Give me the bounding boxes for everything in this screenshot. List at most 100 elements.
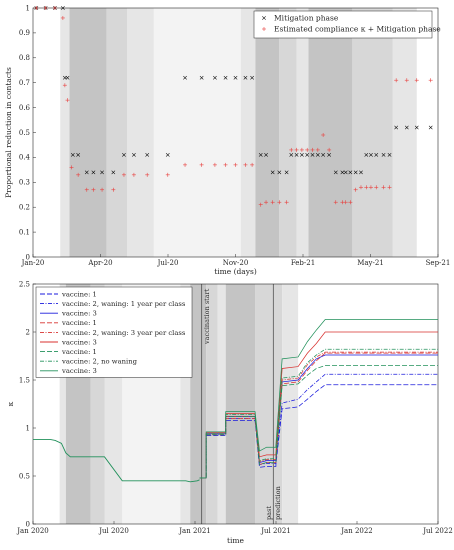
top-point-s0-34 bbox=[321, 153, 326, 157]
top-point-s0-36 bbox=[333, 170, 338, 175]
top-point-s1-6 bbox=[69, 165, 74, 170]
top-point-s1-27 bbox=[284, 200, 289, 205]
top-point-s1-48 bbox=[404, 78, 409, 83]
top-xtick-label-5: May-21 bbox=[357, 259, 384, 267]
top-point-s1-33 bbox=[315, 147, 320, 152]
top-point-s1-36 bbox=[333, 200, 338, 205]
top-point-s1-39 bbox=[348, 200, 353, 205]
top-point-s1-29 bbox=[294, 147, 299, 152]
bottom-xtick-label-4: Jan 2022 bbox=[340, 527, 373, 535]
top-point-s0-14 bbox=[145, 153, 150, 157]
top-ytick-label-5: 0.5 bbox=[19, 129, 30, 137]
past-label: past bbox=[265, 506, 273, 520]
top-point-s0-30 bbox=[299, 153, 304, 157]
bottom-xtick-label-5: Jul 2022 bbox=[422, 527, 453, 535]
top-point-s1-3 bbox=[60, 15, 65, 20]
top-point-s0-24 bbox=[264, 153, 268, 157]
bottom-x-axis: Jan 2020 Jul 2020 Jan 2021 Jul 2021 Jan 2022… bbox=[16, 521, 453, 535]
top-point-s1-13 bbox=[131, 172, 136, 177]
bottom-legend-label-0: vaccine: 1 bbox=[61, 290, 97, 298]
top-legend-box bbox=[253, 10, 433, 39]
top-y-axis-label: Proportional reduction in contacts bbox=[4, 67, 13, 198]
top-x-axis: Jan-20 Apr-20 Jul-20 Nov-20 Feb-21 May-21 Sep-… bbox=[21, 254, 451, 267]
top-point-s0-9 bbox=[91, 170, 96, 175]
top-points bbox=[34, 6, 433, 207]
top-point-s0-29 bbox=[294, 153, 299, 157]
top-shade-band-2 bbox=[106, 8, 128, 257]
top-xtick-label-6: Sep-21 bbox=[426, 259, 451, 267]
top-point-s1-14 bbox=[145, 172, 150, 177]
vaccination-start-label: vaccination start bbox=[203, 288, 211, 345]
top-point-s0-12 bbox=[122, 153, 126, 157]
top-point-s0-10 bbox=[100, 170, 104, 175]
bottom-series-line-7 bbox=[199, 348, 438, 479]
bottom-legend-label-7: vaccine: 2, no waning bbox=[61, 358, 138, 366]
top-point-s0-44 bbox=[374, 153, 379, 157]
bottom-xtick-label-1: Jul 2020 bbox=[98, 527, 129, 535]
top-point-s0-35 bbox=[327, 153, 332, 157]
top-point-s0-21 bbox=[243, 75, 248, 80]
top-point-s1-44 bbox=[374, 185, 379, 190]
top-point-s0-48 bbox=[404, 125, 409, 130]
bottom-legend: vaccine: 1 vaccine: 2, waning: 1 year per… bbox=[35, 286, 193, 378]
top-shade-band-9 bbox=[308, 8, 353, 257]
top-point-s0-31 bbox=[305, 153, 310, 157]
bottom-series-line-2 bbox=[199, 354, 438, 479]
top-point-s1-35 bbox=[327, 147, 332, 152]
bottom-series-line-5 bbox=[199, 331, 438, 479]
top-ytick-label-9: 0.9 bbox=[19, 29, 30, 37]
top-point-s0-49 bbox=[414, 125, 419, 130]
top-point-s0-6 bbox=[70, 153, 75, 157]
top-ytick-label-1: 0.1 bbox=[19, 228, 30, 236]
top-point-s1-34 bbox=[321, 132, 326, 137]
top-point-s1-4 bbox=[62, 83, 67, 88]
bottom-ytick-label-5: 2.5 bbox=[19, 280, 30, 288]
top-point-s1-45 bbox=[381, 185, 386, 190]
top-point-s0-15 bbox=[165, 153, 170, 157]
bottom-legend-label-4: vaccine: 2, waning: 3 year per class bbox=[61, 329, 186, 337]
bottom-ytick-label-4: 2 bbox=[26, 328, 30, 336]
top-point-s1-5 bbox=[65, 98, 70, 103]
top-point-s0-46 bbox=[387, 153, 392, 157]
top-shading bbox=[60, 8, 417, 257]
top-shade-band-8 bbox=[296, 8, 309, 257]
top-point-s0-23 bbox=[258, 153, 263, 157]
top-point-s1-11 bbox=[111, 187, 116, 192]
top-point-s1-21 bbox=[243, 162, 248, 167]
top-shade-band-10 bbox=[352, 8, 393, 257]
top-point-s1-49 bbox=[414, 78, 419, 83]
top-shade-band-4 bbox=[153, 8, 241, 257]
top-point-s1-8 bbox=[84, 187, 89, 192]
top-point-s1-2 bbox=[52, 6, 57, 10]
top-point-s0-37 bbox=[340, 170, 345, 175]
top-point-s0-45 bbox=[381, 153, 386, 157]
top-point-s1-20 bbox=[233, 162, 238, 167]
bottom-shade-band-10 bbox=[255, 284, 283, 524]
top-point-s1-1 bbox=[43, 6, 48, 10]
top-point-s1-26 bbox=[277, 200, 282, 205]
top-point-s0-4 bbox=[62, 75, 67, 80]
top-point-s1-30 bbox=[299, 147, 304, 152]
top-point-s0-50 bbox=[428, 125, 433, 130]
top-point-s1-50 bbox=[428, 78, 433, 83]
bottom-base-line bbox=[33, 439, 200, 483]
top-legend-marker-0 bbox=[262, 16, 266, 20]
top-point-s0-25 bbox=[270, 170, 275, 175]
top-point-s1-28 bbox=[289, 147, 294, 152]
top-legend: Mitigation phase Estimated compliance κ +… bbox=[253, 10, 441, 39]
bottom-ytick-label-2: 1 bbox=[26, 424, 30, 432]
top-point-s1-38 bbox=[343, 200, 348, 205]
top-point-s0-40 bbox=[353, 170, 358, 175]
top-shade-band-0 bbox=[60, 8, 70, 257]
top-x-axis-label: time (days) bbox=[214, 267, 257, 276]
top-point-s1-40 bbox=[353, 187, 358, 192]
top-point-s0-22 bbox=[250, 75, 254, 80]
top-point-s1-7 bbox=[76, 172, 81, 177]
bottom-series-lines bbox=[33, 319, 438, 483]
bottom-xtick-label-0: Jan 2020 bbox=[16, 527, 49, 535]
top-shade-band-3 bbox=[127, 8, 154, 257]
bottom-shade-band-7 bbox=[206, 284, 218, 524]
bottom-legend-label-1: vaccine: 2, waning: 1 year per class bbox=[61, 300, 186, 308]
top-point-s1-19 bbox=[223, 162, 228, 167]
